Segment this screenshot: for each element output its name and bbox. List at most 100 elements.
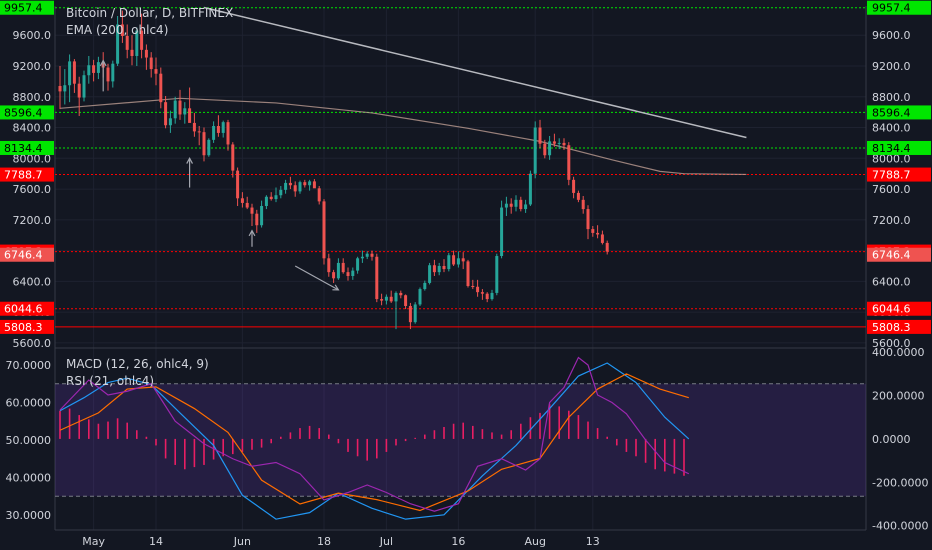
candle-body — [77, 83, 81, 98]
price-tick-label-right: 6400.0 — [872, 275, 911, 288]
candle-body — [572, 179, 576, 193]
candle-body — [125, 36, 129, 50]
arrow-head — [186, 157, 194, 164]
candle-body — [207, 139, 211, 156]
candle-body — [92, 65, 96, 73]
x-tick-label: 14 — [149, 535, 163, 548]
candle-body — [500, 207, 504, 256]
candle-body — [404, 295, 408, 306]
candle-body — [341, 262, 345, 273]
candle-body — [442, 266, 446, 270]
candle-body — [106, 67, 110, 82]
candle-body — [284, 182, 288, 190]
level-tag-5808.3-right-bg — [867, 319, 931, 334]
candle-body — [183, 108, 187, 115]
candle-body — [255, 213, 259, 226]
candle-body — [231, 144, 235, 171]
candle-body — [418, 289, 422, 305]
candle-body — [269, 196, 273, 200]
candle-body — [437, 266, 441, 273]
candle-body — [480, 292, 484, 294]
series-line-macd — [59, 362, 690, 520]
rsi-indicator-label[interactable]: RSI (21, ohlc4) — [66, 374, 155, 388]
macd-indicator-label[interactable]: MACD (12, 26, ohlc4, 9) — [66, 357, 209, 371]
level-tag-7788.7-right: 7788.7 — [872, 169, 911, 182]
candle-body — [336, 262, 340, 279]
candle-body — [197, 131, 201, 133]
candle-body — [221, 122, 225, 133]
price-tick-label-right: 8400.0 — [872, 122, 911, 135]
ema-200-line — [59, 97, 747, 176]
candle-body — [394, 292, 398, 302]
price-tag-6746.4-left-bg — [0, 247, 54, 262]
price-tick-label-left: 8800.0 — [13, 91, 52, 104]
candle-body — [485, 293, 489, 300]
candle-body — [471, 286, 475, 287]
series-line-rsi — [59, 356, 690, 512]
candle-body — [111, 63, 115, 82]
candle-body — [562, 142, 566, 146]
x-tick-label: Jun — [233, 535, 251, 548]
price-tick-label-right: 7200.0 — [872, 214, 911, 227]
candle-body — [58, 86, 62, 92]
x-tick-label: May — [82, 535, 105, 548]
candle-body — [591, 229, 595, 233]
candle-body — [432, 265, 436, 273]
candle-body — [164, 102, 168, 126]
candle-body — [140, 30, 144, 50]
candle-body — [245, 202, 249, 208]
candle-body — [408, 306, 412, 323]
candle-body — [173, 100, 177, 119]
candle-body — [293, 185, 297, 192]
candle-body — [375, 256, 379, 300]
candle-body — [116, 24, 120, 64]
candle-body — [413, 304, 417, 323]
rsi-band-fill — [55, 383, 866, 497]
candle-body — [144, 49, 148, 58]
candle-body — [456, 258, 460, 265]
candle-body — [380, 299, 384, 301]
level-tag-7788.7-left: 7788.7 — [4, 169, 43, 182]
candle-body — [528, 173, 532, 205]
price-tick-label-right: 8000.0 — [872, 152, 911, 165]
candle-body — [188, 108, 192, 123]
candle-body — [567, 145, 571, 180]
candle-body — [87, 65, 91, 76]
level-tag-5808.3-left: 5808.3 — [4, 321, 43, 334]
candle-body — [576, 192, 580, 200]
macd-tick-label: -400.0000 — [872, 520, 928, 533]
candle-body — [360, 256, 364, 259]
level-tag-6044.6-left: 6044.6 — [4, 303, 43, 316]
level-tag-7788.7-left-bg — [0, 167, 54, 182]
candle-body — [490, 292, 494, 300]
candle-body — [130, 49, 134, 56]
candle-body — [322, 201, 326, 259]
level-tag-9957.4-right: 9957.4 — [872, 2, 911, 15]
series-line-signal — [59, 373, 689, 512]
candle-body — [548, 141, 552, 156]
candle-body — [533, 127, 537, 174]
arrow-head — [99, 59, 107, 67]
candle-body — [96, 62, 100, 73]
candle-body — [600, 234, 604, 243]
candle-body — [63, 85, 67, 92]
candle-body — [317, 188, 321, 202]
level-tag-9957.4-right-bg — [867, 0, 931, 15]
candle-body — [192, 122, 196, 132]
candle-body — [581, 199, 585, 210]
level-tag-9957.4-left-bg — [0, 0, 54, 15]
candle-body — [346, 272, 350, 276]
ema-indicator-label[interactable]: EMA (200, ohlc4) — [66, 23, 169, 37]
level-tag-8596.4-right: 8596.4 — [872, 106, 911, 119]
candle-body — [154, 69, 158, 74]
candle-body — [303, 182, 307, 186]
candle-body — [298, 182, 302, 192]
candle-body — [428, 265, 432, 283]
candle-body — [524, 204, 528, 210]
symbol-title: Bitcoin / Dollar, D, BITFINEX — [66, 6, 234, 20]
arrow-head — [248, 229, 256, 237]
candle-body — [216, 126, 220, 133]
